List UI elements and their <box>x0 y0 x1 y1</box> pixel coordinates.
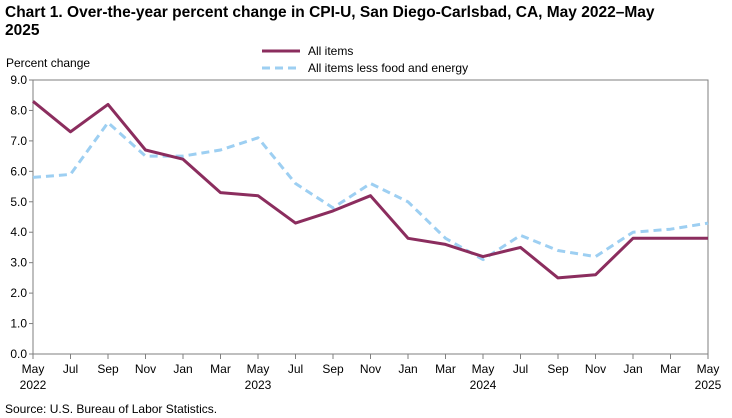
legend: All items All items less food and energy <box>262 44 468 75</box>
series-line-all-items <box>32 100 708 280</box>
x-tick-label: Jul <box>288 362 303 376</box>
x-tick-label: Mar <box>210 362 231 376</box>
x-tick-label: Sep <box>97 362 119 376</box>
x-tick-label: Sep <box>547 362 569 376</box>
x-tick-label: Mar <box>660 362 681 376</box>
x-axis: May Jul Sep Nov Jan Mar May Jul Sep Nov Jan Mar May J… <box>20 354 722 392</box>
source-note: Source: U.S. Bureau of Labor Statistics. <box>5 402 217 416</box>
x-year-label: 2025 <box>695 378 722 392</box>
y-tick-label: 7.0 <box>10 134 27 148</box>
x-year-label: 2023 <box>245 378 272 392</box>
plot-border <box>32 79 709 355</box>
x-tick-label: Jan <box>398 362 417 376</box>
x-tick-label: Jan <box>173 362 192 376</box>
x-tick-label: Nov <box>360 362 381 376</box>
chart-title-line-1: Chart 1. Over-the-year percent change in… <box>5 4 655 21</box>
y-tick-label: 9.0 <box>10 73 27 87</box>
x-tick-label: Sep <box>322 362 344 376</box>
y-tick-label: 6.0 <box>10 164 27 178</box>
plot-area <box>32 79 709 355</box>
y-tick-label: 3.0 <box>10 256 27 270</box>
x-tick-label: May <box>472 362 495 376</box>
x-year-label: 2024 <box>470 378 497 392</box>
x-tick-label: May <box>247 362 270 376</box>
x-tick-label: Nov <box>135 362 156 376</box>
chart-title-line-2: 2025 <box>5 22 40 39</box>
legend-label-core: All items less food and energy <box>308 61 468 75</box>
y-axis: 0.0 1.0 2.0 3.0 4.0 5.0 6.0 7.0 8.0 9.0 <box>10 73 33 361</box>
y-tick-label: 0.0 <box>10 347 27 361</box>
y-tick-label: 5.0 <box>10 195 27 209</box>
x-tick-label: Jan <box>623 362 642 376</box>
series-layer <box>32 100 709 280</box>
x-tick-label: Mar <box>435 362 456 376</box>
series-line-core <box>32 121 709 262</box>
y-tick-label: 4.0 <box>10 225 27 239</box>
x-year-label: 2022 <box>20 378 47 392</box>
x-tick-label: Jul <box>63 362 78 376</box>
legend-label-all-items: All items <box>308 44 353 58</box>
x-tick-label: Jul <box>513 362 528 376</box>
y-tick-label: 8.0 <box>10 103 27 117</box>
y-tick-label: 1.0 <box>10 317 27 331</box>
x-tick-label: Nov <box>585 362 606 376</box>
x-tick-label: May <box>697 362 720 376</box>
y-axis-label: Percent change <box>6 56 90 70</box>
y-tick-label: 2.0 <box>10 286 27 300</box>
x-tick-label: May <box>22 362 45 376</box>
